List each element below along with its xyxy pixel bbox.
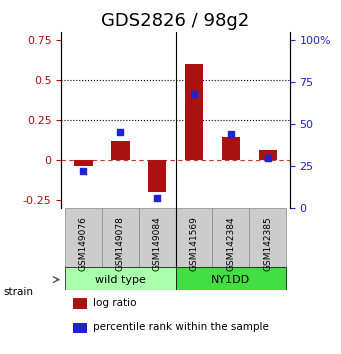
FancyBboxPatch shape [176,267,286,290]
Point [118,130,123,135]
Bar [73,298,87,309]
Bar [74,160,93,166]
Text: log ratio: log ratio [93,298,137,308]
FancyBboxPatch shape [65,208,102,267]
Point [228,131,234,137]
Text: percentile rank within the sample: percentile rank within the sample [93,322,269,332]
Text: GSM149076: GSM149076 [79,216,88,271]
Bar [185,64,203,160]
Point [81,168,86,174]
Text: GSM149084: GSM149084 [153,216,162,271]
Point [191,91,197,97]
Bar [258,150,277,160]
FancyBboxPatch shape [176,208,212,267]
FancyBboxPatch shape [139,208,176,267]
FancyBboxPatch shape [102,208,139,267]
FancyBboxPatch shape [249,208,286,267]
Text: GSM141569: GSM141569 [190,216,198,271]
Bar [111,141,130,160]
Bar [73,322,87,333]
FancyBboxPatch shape [212,208,249,267]
Text: NY1DD: NY1DD [211,275,250,285]
Text: GSM142384: GSM142384 [226,216,235,271]
Text: GSM142385: GSM142385 [263,216,272,271]
Point [265,155,270,160]
FancyBboxPatch shape [65,267,176,290]
Text: wild type: wild type [95,275,146,285]
Title: GDS2826 / 98g2: GDS2826 / 98g2 [102,12,250,30]
Bar [148,160,166,192]
Text: GSM149078: GSM149078 [116,216,125,271]
Bar [222,137,240,160]
Point [154,195,160,201]
Text: strain: strain [3,287,33,297]
